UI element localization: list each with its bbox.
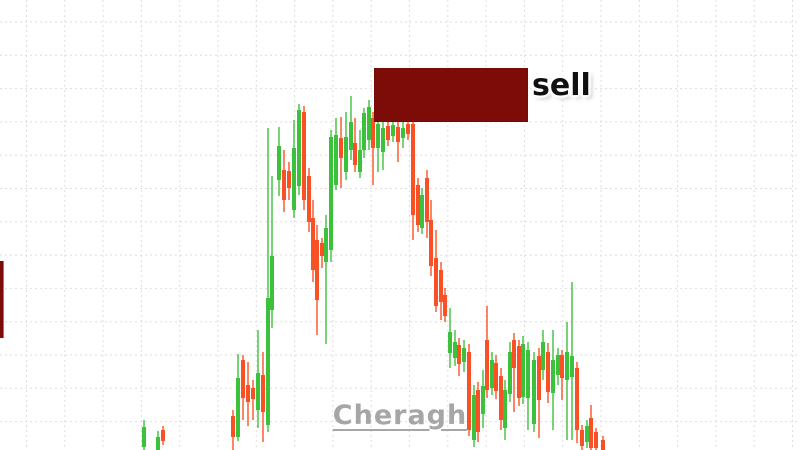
sell-zone-box <box>374 68 528 122</box>
candlestick-layer <box>142 96 605 450</box>
sell-label: sell <box>532 68 591 103</box>
watermark: Cheragh <box>332 400 468 431</box>
left-edge-zone-marker <box>0 261 4 338</box>
